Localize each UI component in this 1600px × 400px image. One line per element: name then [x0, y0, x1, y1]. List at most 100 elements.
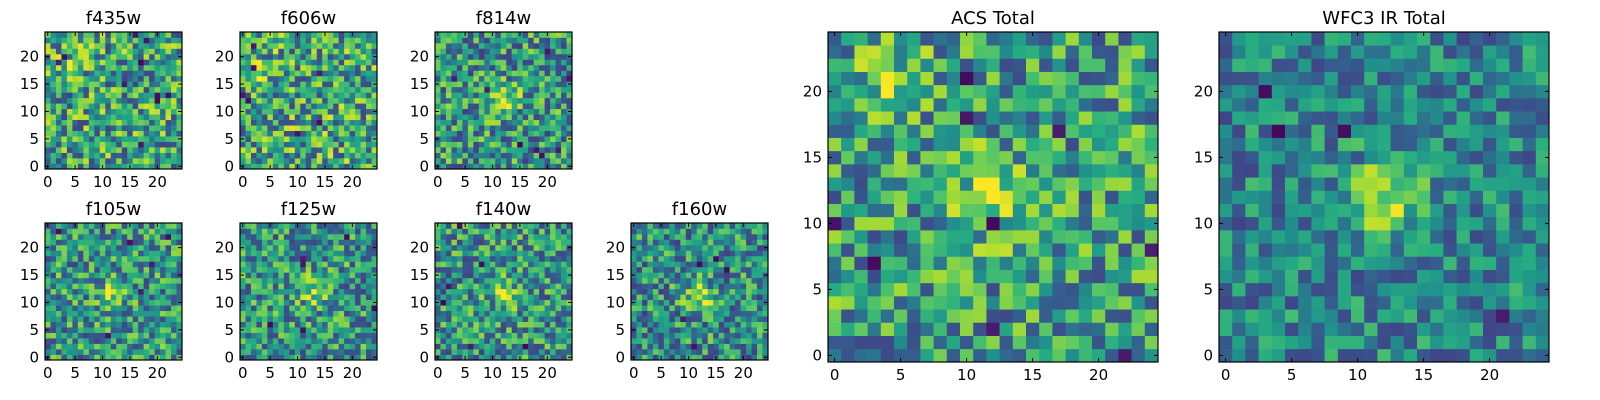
heatmap-cell	[77, 272, 84, 279]
heatmap-cell	[272, 283, 279, 290]
heatmap-cell	[746, 327, 752, 333]
heatmap-cell	[561, 81, 567, 88]
heatmap-cell	[305, 321, 312, 328]
heatmap-cell	[61, 277, 68, 284]
heatmap-cell	[663, 332, 670, 339]
heatmap-cell	[149, 114, 155, 121]
panel-title: f606w	[281, 8, 336, 29]
heatmap-cell	[451, 59, 458, 66]
heatmap-cell	[50, 125, 57, 131]
heatmap-cell	[154, 261, 161, 268]
heatmap-cell	[311, 163, 318, 170]
heatmap-cell	[641, 349, 648, 355]
heatmap-cell	[691, 305, 698, 312]
heatmap-cell	[960, 269, 974, 284]
heatmap-cell	[500, 163, 507, 170]
heatmap-cell	[256, 152, 263, 159]
heatmap-cell	[456, 70, 463, 77]
heatmap-cell	[680, 305, 687, 312]
heatmap-cell	[522, 136, 529, 142]
heatmap-cell	[121, 316, 128, 322]
heatmap-cell	[555, 277, 562, 284]
heatmap-cell	[311, 283, 318, 290]
heatmap-cell	[72, 81, 79, 88]
heatmap-cell	[327, 277, 334, 284]
heatmap-cell	[880, 216, 895, 231]
heatmap-cell	[138, 288, 144, 295]
heatmap-cell	[544, 294, 551, 301]
heatmap-cell	[132, 48, 139, 55]
heatmap-cell	[77, 283, 84, 290]
heatmap-cell	[143, 53, 150, 60]
heatmap-cell	[72, 147, 79, 153]
heatmap-cell	[110, 272, 117, 279]
heatmap-cell	[176, 305, 183, 312]
heatmap-cell	[338, 272, 345, 279]
heatmap-cell	[751, 277, 758, 284]
heatmap-cell	[50, 343, 57, 350]
heatmap-cell	[1052, 256, 1066, 270]
heatmap-cell	[322, 37, 329, 44]
heatmap-cell	[707, 343, 714, 350]
heatmap-cell	[1012, 243, 1027, 257]
heatmap-cell	[171, 130, 177, 137]
heatmap-cell	[300, 255, 307, 262]
heatmap-cell	[165, 64, 172, 71]
heatmap-cell	[160, 310, 166, 317]
heatmap-cell	[550, 103, 556, 110]
heatmap-cell	[154, 277, 161, 284]
heatmap-cell	[55, 272, 62, 279]
heatmap-cell	[1078, 348, 1093, 363]
heatmap-cell	[55, 53, 62, 60]
heatmap-cell	[55, 103, 62, 110]
heatmap-cell	[478, 239, 485, 246]
heatmap-cell	[478, 114, 485, 121]
heatmap-cell	[500, 277, 507, 284]
heatmap-cell	[83, 349, 90, 355]
heatmap-cell	[511, 130, 518, 137]
heatmap-cell	[176, 64, 183, 71]
heatmap-cell	[316, 64, 323, 71]
heatmap-cell	[467, 294, 474, 301]
heatmap-cell	[946, 230, 961, 244]
heatmap-cell	[456, 305, 463, 312]
heatmap-cell	[165, 327, 172, 333]
heatmap-cell	[920, 309, 934, 323]
heatmap-cell	[1105, 164, 1119, 178]
heatmap-cell	[561, 250, 567, 257]
heatmap-cell	[116, 294, 123, 301]
heatmap-cell	[154, 125, 161, 131]
heatmap-cell	[920, 164, 934, 178]
heatmap-cell	[663, 321, 670, 328]
heatmap-cell	[674, 277, 681, 284]
heatmap-cell	[489, 147, 496, 153]
heatmap-cell	[669, 299, 676, 306]
heatmap-cell	[467, 338, 474, 344]
heatmap-cell	[451, 64, 458, 71]
heatmap-cell	[160, 272, 166, 279]
heatmap-cell	[489, 272, 496, 279]
heatmap-cell	[522, 42, 529, 49]
heatmap-cell	[305, 332, 312, 339]
heatmap-cell	[440, 152, 447, 159]
heatmap-cell	[511, 86, 518, 93]
heatmap-cell	[355, 338, 361, 344]
heatmap-cell	[250, 86, 257, 93]
heatmap-cell	[66, 223, 73, 229]
heatmap-cell	[473, 37, 480, 44]
heatmap-cell	[77, 255, 84, 262]
heatmap-cell	[550, 354, 556, 361]
heatmap-cell	[99, 119, 106, 126]
heatmap-cell	[165, 283, 172, 290]
heatmap-cell	[72, 283, 79, 290]
heatmap-cell	[138, 130, 144, 137]
heatmap-cell	[55, 114, 62, 121]
heatmap-cell	[160, 53, 166, 60]
heatmap-cell	[511, 114, 518, 121]
heatmap-cell	[305, 310, 312, 317]
heatmap-cell	[555, 338, 562, 344]
heatmap-cell	[165, 343, 172, 350]
heatmap-cell	[511, 277, 518, 284]
heatmap-cell	[1131, 243, 1146, 257]
